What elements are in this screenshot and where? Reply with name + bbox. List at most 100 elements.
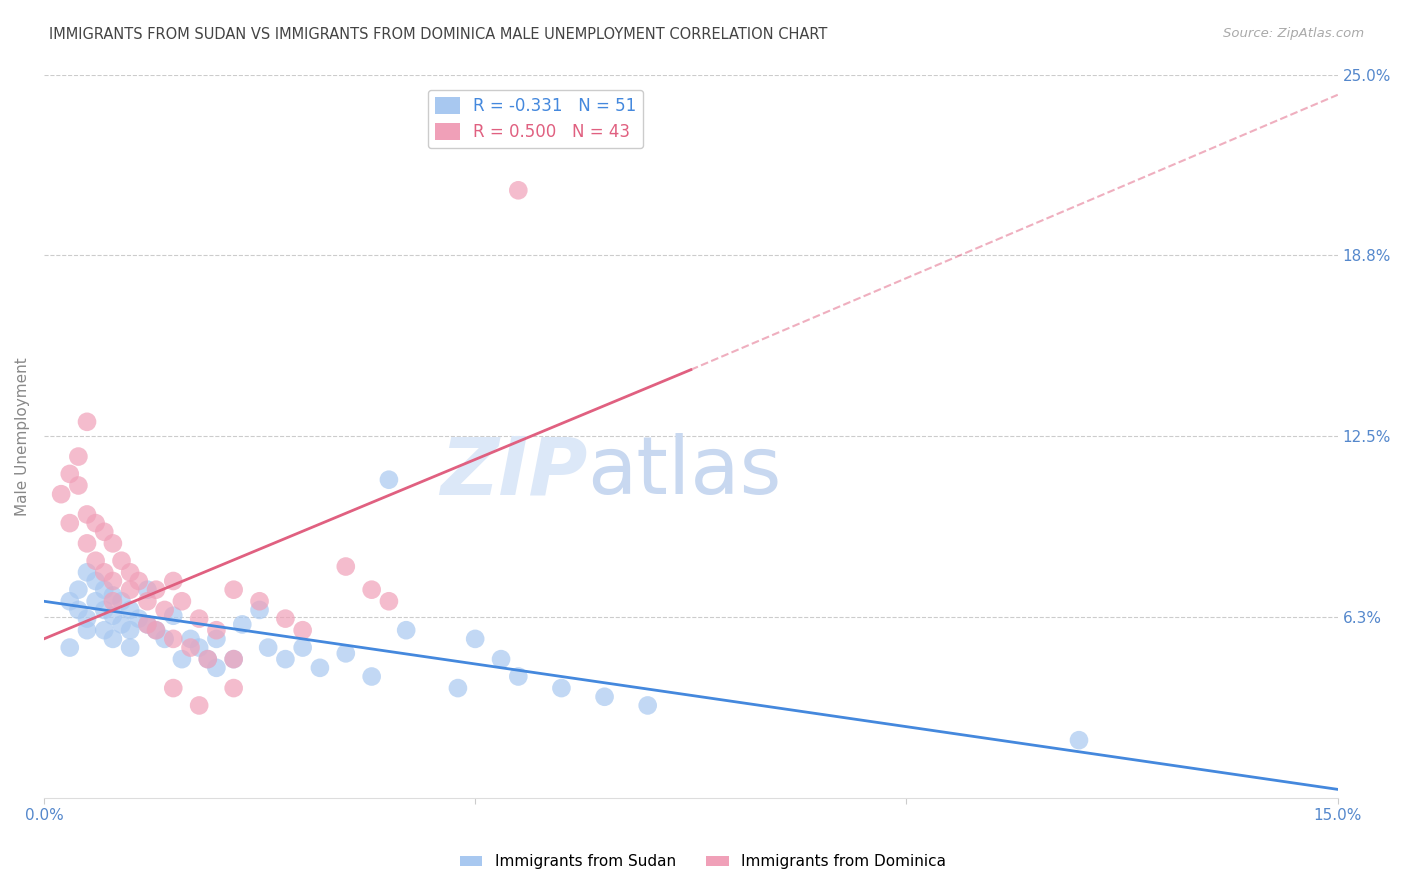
Point <box>110 617 132 632</box>
Point <box>205 624 228 638</box>
Point <box>257 640 280 655</box>
Point <box>101 589 124 603</box>
Point <box>128 574 150 588</box>
Point <box>360 582 382 597</box>
Point <box>110 594 132 608</box>
Point <box>93 582 115 597</box>
Point <box>489 652 512 666</box>
Point <box>274 652 297 666</box>
Point <box>84 594 107 608</box>
Text: Source: ZipAtlas.com: Source: ZipAtlas.com <box>1223 27 1364 40</box>
Point <box>162 608 184 623</box>
Point <box>180 632 202 646</box>
Point <box>136 582 159 597</box>
Point <box>360 669 382 683</box>
Point <box>222 582 245 597</box>
Point <box>76 415 98 429</box>
Text: IMMIGRANTS FROM SUDAN VS IMMIGRANTS FROM DOMINICA MALE UNEMPLOYMENT CORRELATION : IMMIGRANTS FROM SUDAN VS IMMIGRANTS FROM… <box>49 27 828 42</box>
Point <box>76 566 98 580</box>
Point <box>188 640 211 655</box>
Point <box>136 617 159 632</box>
Point <box>120 566 142 580</box>
Point <box>188 612 211 626</box>
Point <box>76 612 98 626</box>
Point <box>1067 733 1090 747</box>
Point <box>508 183 530 197</box>
Point <box>67 603 90 617</box>
Point <box>508 669 530 683</box>
Point <box>145 582 167 597</box>
Text: ZIP: ZIP <box>440 434 588 511</box>
Point <box>101 574 124 588</box>
Point <box>101 536 124 550</box>
Point <box>59 640 82 655</box>
Point <box>93 524 115 539</box>
Point <box>59 594 82 608</box>
Point <box>378 473 401 487</box>
Point <box>291 640 314 655</box>
Point <box>128 612 150 626</box>
Point <box>49 487 72 501</box>
Point <box>162 681 184 695</box>
Point <box>309 661 332 675</box>
Point <box>274 612 297 626</box>
Point <box>222 681 245 695</box>
Point <box>180 640 202 655</box>
Point <box>335 559 357 574</box>
Point <box>76 536 98 550</box>
Point <box>120 582 142 597</box>
Point <box>110 554 132 568</box>
Point <box>222 652 245 666</box>
Y-axis label: Male Unemployment: Male Unemployment <box>15 357 30 516</box>
Point <box>145 624 167 638</box>
Point <box>222 652 245 666</box>
Point <box>136 617 159 632</box>
Point <box>93 566 115 580</box>
Point <box>59 516 82 530</box>
Point <box>84 554 107 568</box>
Point <box>231 617 253 632</box>
Point <box>76 624 98 638</box>
Point <box>84 574 107 588</box>
Point <box>162 574 184 588</box>
Point <box>67 478 90 492</box>
Point <box>136 594 159 608</box>
Point <box>84 516 107 530</box>
Point <box>145 624 167 638</box>
Point <box>101 632 124 646</box>
Point <box>153 632 176 646</box>
Point <box>464 632 486 646</box>
Point <box>170 652 193 666</box>
Text: atlas: atlas <box>588 434 782 511</box>
Point <box>637 698 659 713</box>
Point <box>395 624 418 638</box>
Point <box>59 467 82 481</box>
Point <box>593 690 616 704</box>
Point <box>550 681 572 695</box>
Point <box>335 646 357 660</box>
Point <box>249 603 271 617</box>
Point <box>93 603 115 617</box>
Point <box>101 594 124 608</box>
Point <box>378 594 401 608</box>
Point <box>93 624 115 638</box>
Point <box>197 652 219 666</box>
Point <box>120 640 142 655</box>
Point <box>249 594 271 608</box>
Legend: Immigrants from Sudan, Immigrants from Dominica: Immigrants from Sudan, Immigrants from D… <box>453 848 953 875</box>
Point <box>170 594 193 608</box>
Point <box>447 681 470 695</box>
Point <box>120 603 142 617</box>
Point <box>120 624 142 638</box>
Legend: R = -0.331   N = 51, R = 0.500   N = 43: R = -0.331 N = 51, R = 0.500 N = 43 <box>427 90 643 148</box>
Point <box>205 661 228 675</box>
Point <box>188 698 211 713</box>
Point <box>67 582 90 597</box>
Point <box>153 603 176 617</box>
Point <box>162 632 184 646</box>
Point <box>205 632 228 646</box>
Point <box>101 608 124 623</box>
Point <box>76 508 98 522</box>
Point <box>291 624 314 638</box>
Point <box>197 652 219 666</box>
